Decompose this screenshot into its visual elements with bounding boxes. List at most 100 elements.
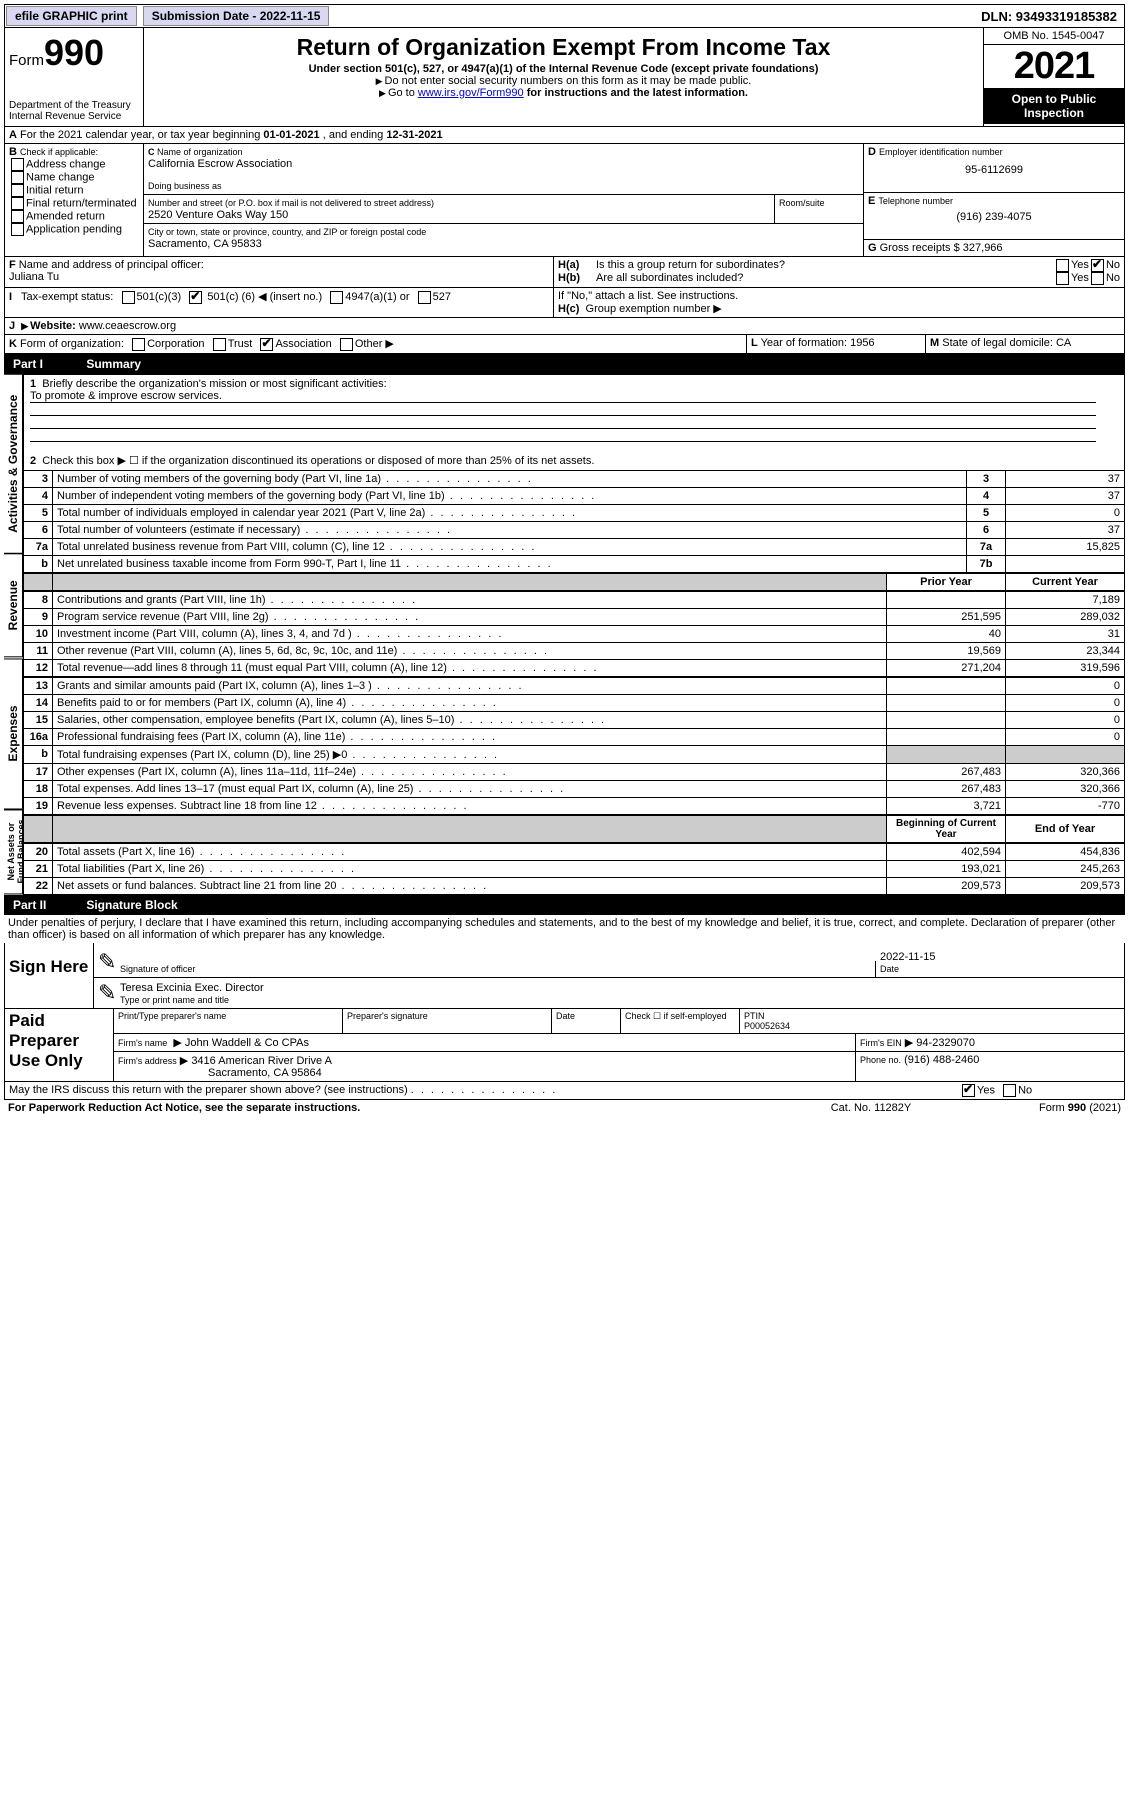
trust-label: Trust (228, 338, 253, 350)
dln-text: DLN: 93493319185382 (981, 9, 1123, 24)
address-change-label: Address change (26, 158, 106, 170)
sign-here-label: Sign Here (5, 943, 94, 1008)
paid-preparer-section: Paid Preparer Use Only Print/Type prepar… (4, 1009, 1125, 1082)
ha-yes-label: Yes (1071, 259, 1089, 272)
row-k-label: K (9, 338, 17, 350)
net-assets-table: 20Total assets (Part X, line 16)402,5944… (23, 843, 1125, 895)
instructions-link[interactable]: www.irs.gov/Form990 (418, 87, 524, 99)
table-row: 16aProfessional fundraising fees (Part I… (24, 728, 1125, 745)
table-row: bNet unrelated business taxable income f… (24, 555, 1125, 572)
firm-phone: (916) 488-2460 (904, 1054, 979, 1066)
amended-return-label: Amended return (26, 210, 105, 222)
corporation-checkbox[interactable] (132, 338, 145, 351)
hb-yes-checkbox[interactable] (1056, 272, 1069, 285)
governance-table: 3Number of voting members of the governi… (23, 470, 1125, 573)
year-header-table: Prior Year Current Year (23, 573, 1125, 591)
final-return-checkbox[interactable] (11, 197, 24, 210)
table-row: 3Number of voting members of the governi… (24, 470, 1125, 487)
tax-exempt-row: I Tax-exempt status: 501(c)(3) 501(c) (6… (4, 288, 1125, 318)
association-checkbox[interactable] (260, 338, 273, 351)
501c3-checkbox[interactable] (122, 291, 135, 304)
row-l-label: L (751, 337, 758, 349)
tax-year: 2021 (984, 45, 1124, 88)
application-pending-checkbox[interactable] (11, 223, 24, 236)
domicile-state: CA (1056, 337, 1071, 349)
sign-here-section: Sign Here ✎ Signature of officer 2022-11… (4, 943, 1125, 1009)
line1-num: 1 (30, 378, 36, 390)
row-m-label: M (930, 337, 939, 349)
527-checkbox[interactable] (418, 291, 431, 304)
paid-preparer-label: Paid Preparer Use Only (5, 1009, 114, 1081)
website-label: Website: (21, 320, 76, 332)
hb-no-label: No (1106, 272, 1120, 285)
formation-year: 1956 (850, 337, 874, 349)
officer-name: Juliana Tu (9, 271, 59, 283)
part1-body: Activities & Governance Revenue Expenses… (4, 374, 1125, 895)
other-checkbox[interactable] (340, 338, 353, 351)
line2-text: Check this box ▶ ☐ if the organization d… (42, 455, 594, 467)
city-value: Sacramento, CA 95833 (148, 238, 262, 250)
table-row: 4Number of independent voting members of… (24, 487, 1125, 504)
table-row: 10Investment income (Part VIII, column (… (24, 625, 1125, 642)
efile-print-button[interactable]: efile GRAPHIC print (6, 6, 137, 26)
officer-group-block: F Name and address of principal officer:… (4, 257, 1125, 288)
officer-name-title: Teresa Excinia Exec. Director (120, 982, 264, 994)
line1-question: Briefly describe the organization's miss… (42, 378, 386, 390)
firm-addr1: 3416 American River Drive A (191, 1055, 332, 1067)
hb-yes-label: Yes (1071, 272, 1089, 285)
row-i-label: I (9, 291, 12, 303)
period-text-a: For the 2021 calendar year, or tax year … (20, 129, 263, 141)
firm-addr2: Sacramento, CA 95864 (208, 1067, 322, 1079)
balance-header-table: Beginning of Current Year End of Year (23, 815, 1125, 843)
ha-question: Is this a group return for subordinates? (596, 259, 1054, 272)
ein-value: 95-6112699 (868, 164, 1120, 176)
officer-sig-label: Signature of officer (120, 964, 195, 974)
discuss-no-checkbox[interactable] (1003, 1084, 1016, 1097)
final-return-label: Final return/terminated (26, 197, 137, 209)
name-change-checkbox[interactable] (11, 171, 24, 184)
table-row: 11Other revenue (Part VIII, column (A), … (24, 642, 1125, 659)
self-employed-label: Check ☐ if self-employed (621, 1009, 740, 1033)
form-number: Form990 (9, 32, 139, 74)
vert-expenses: Expenses (4, 658, 23, 809)
4947-checkbox[interactable] (330, 291, 343, 304)
identity-block: B Check if applicable: Address change Na… (4, 144, 1125, 257)
corporation-label: Corporation (147, 338, 204, 350)
current-year-header: Current Year (1006, 573, 1125, 590)
prior-year-header: Prior Year (887, 573, 1006, 590)
public-inspection: Open to Public Inspection (984, 88, 1124, 124)
amended-return-checkbox[interactable] (11, 210, 24, 223)
top-bar: efile GRAPHIC print Submission Date - 20… (4, 4, 1125, 28)
address-change-checkbox[interactable] (11, 158, 24, 171)
sign-date: 2022-11-15 (880, 951, 935, 963)
expenses-table: 13Grants and similar amounts paid (Part … (23, 677, 1125, 815)
ha-no-checkbox[interactable] (1091, 259, 1104, 272)
ha-yes-checkbox[interactable] (1056, 259, 1069, 272)
dba-label: Doing business as (148, 181, 222, 191)
city-label: City or town, state or province, country… (148, 227, 426, 237)
initial-return-label: Initial return (26, 184, 83, 196)
table-row: 13Grants and similar amounts paid (Part … (24, 677, 1125, 694)
hb-question: Are all subordinates included? (596, 272, 1054, 285)
501c-checkbox[interactable] (189, 291, 202, 304)
submission-date-button[interactable]: Submission Date - 2022-11-15 (143, 6, 330, 26)
vert-net-assets: Net Assets or Fund Balances (4, 809, 23, 894)
row-j-label: J (9, 320, 15, 332)
table-row: 12Total revenue—add lines 8 through 11 (… (24, 659, 1125, 676)
officer-label: Name and address of principal officer: (19, 259, 204, 271)
ein-label: Employer identification number (879, 147, 1003, 157)
table-row: 17Other expenses (Part IX, column (A), l… (24, 763, 1125, 780)
hb-no-checkbox[interactable] (1091, 272, 1104, 285)
table-row: bTotal fundraising expenses (Part IX, co… (24, 745, 1125, 763)
row-f-label: F (9, 259, 16, 271)
501c-post: ) ◀ (insert no.) (251, 291, 322, 303)
discuss-yes-checkbox[interactable] (962, 1084, 975, 1097)
formation-label: Year of formation: (761, 337, 847, 349)
firm-name: John Waddell & Co CPAs (185, 1037, 309, 1049)
instructions-note: Go to www.irs.gov/Form990 for instructio… (150, 87, 977, 99)
initial-return-checkbox[interactable] (11, 184, 24, 197)
trust-checkbox[interactable] (213, 338, 226, 351)
preparer-date-label: Date (552, 1009, 621, 1033)
row-b-label: B (9, 146, 17, 158)
hb-label: H(b) (558, 272, 596, 285)
